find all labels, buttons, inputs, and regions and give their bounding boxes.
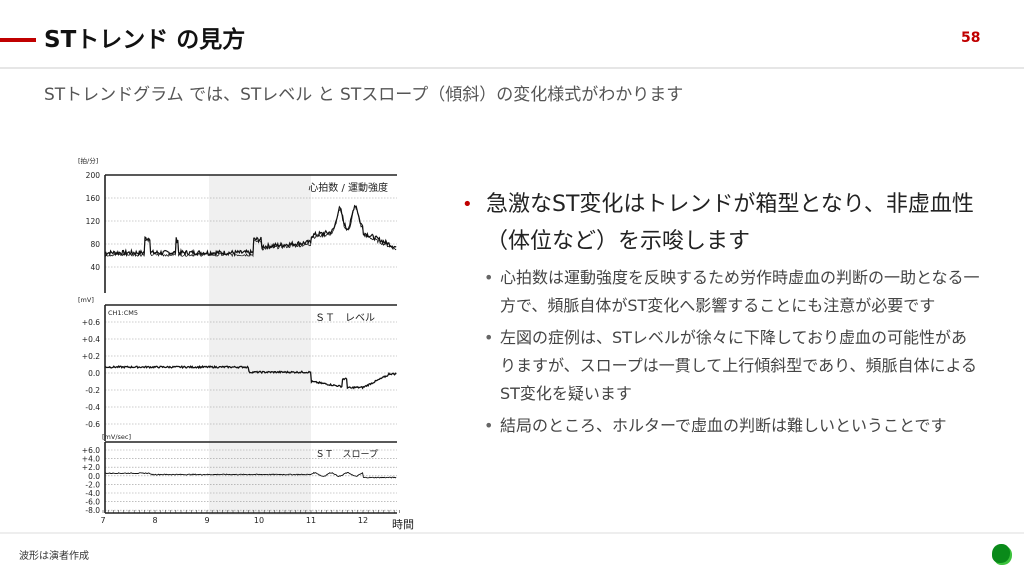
bullet-dot-icon: • — [484, 416, 494, 435]
x-tick-label: 10 — [254, 516, 264, 525]
y-tick-label: 120 — [86, 217, 101, 226]
channel-label: CH1:CM5 — [108, 309, 138, 317]
header-divider — [0, 67, 1024, 69]
title-accent-bar — [0, 38, 36, 42]
sub-bullet-text: 結局のところ、ホルターで虚血の判断は難しいということです — [500, 416, 947, 435]
y-tick-label: +0.6 — [82, 318, 100, 327]
x-tick-label: 9 — [204, 516, 209, 525]
x-tick-label: 12 — [358, 516, 368, 525]
unit-label: [mV/sec] — [102, 433, 131, 441]
x-axis-label: 時間 — [392, 518, 414, 531]
unit-label: [拍/分] — [78, 156, 98, 165]
sub-bullet-text: 心拍数は運動強度を反映するため労作時虚血の判断の一助となる一方で、頻脈自体がST… — [500, 268, 980, 315]
footer-divider — [0, 532, 1024, 534]
st-slope-trace — [104, 471, 397, 479]
y-tick-label: 0.0 — [88, 472, 100, 481]
y-tick-label: -8.0 — [85, 506, 100, 515]
bullet-dot-icon: • — [484, 268, 494, 287]
y-tick-label: +0.2 — [82, 352, 100, 361]
unit-label: [mV] — [78, 296, 94, 304]
sub-bullet: • 結局のところ、ホルターで虚血の判断は難しいということです — [484, 412, 982, 440]
st-level-trace — [104, 365, 397, 390]
bullet-list: • 急激なST変化はトレンドが箱型となり、非虚血性（体位など）を示唆します • 心… — [462, 186, 982, 440]
y-tick-label: -2.0 — [85, 480, 100, 489]
shaded-region — [209, 175, 311, 515]
bullet-dot-icon: • — [484, 328, 494, 347]
x-tick-label: 8 — [152, 516, 157, 525]
exercise-intensity-trace — [104, 205, 397, 258]
y-tick-label: +6.0 — [82, 446, 100, 455]
y-tick-label: -0.4 — [85, 403, 100, 412]
panel-label: ＳＴ スロープ — [316, 449, 378, 460]
panel-label: ＳＴ レベル — [315, 312, 375, 324]
y-tick-label: +0.4 — [82, 335, 100, 344]
sub-bullet-text: 左図の症例は、STレベルが徐々に下降しており虚血の可能性がありますが、スロープは… — [500, 328, 977, 403]
y-tick-label: 200 — [86, 171, 101, 180]
y-tick-label: -6.0 — [85, 498, 100, 507]
bullet-text: 急激なST変化はトレンドが箱型となり、非虚血性（体位など）を示唆します — [486, 192, 974, 254]
y-tick-label: -4.0 — [85, 489, 100, 498]
x-tick-label: 11 — [306, 516, 316, 525]
subtitle: STトレンドグラム では、STレベル と STスロープ（傾斜）の変化様式がわかり… — [44, 85, 684, 105]
sub-bullet: • 心拍数は運動強度を反映するため労作時虚血の判断の一助となる一方で、頻脈自体がS… — [484, 264, 982, 320]
y-tick-label: -0.6 — [85, 420, 100, 429]
st-trend-figure: 200 160 120 80 40 [拍/分] +0.6 +0.4 +0.2 0.0 -0.2 -0.… — [78, 156, 414, 531]
y-tick-label: 40 — [90, 263, 100, 272]
y-tick-label: +4.0 — [82, 455, 100, 464]
page-number: 58 — [961, 30, 981, 46]
panel-label: 心拍数 / 運動強度 — [308, 181, 388, 194]
logo-icon — [992, 544, 1010, 563]
y-tick-label: 80 — [90, 240, 100, 249]
footnote: 波形は演者作成 — [19, 551, 89, 562]
y-tick-label: +2.0 — [82, 463, 100, 472]
x-tick-label: 7 — [100, 516, 105, 525]
bullet-main: • 急激なST変化はトレンドが箱型となり、非虚血性（体位など）を示唆します — [462, 186, 982, 260]
y-tick-label: 160 — [86, 194, 101, 203]
y-tick-label: 0.0 — [88, 369, 100, 378]
y-tick-label: -0.2 — [85, 386, 100, 395]
sub-bullet: • 左図の症例は、STレベルが徐々に下降しており虚血の可能性がありますが、スロープ… — [484, 324, 982, 408]
bullet-dot-icon: • — [462, 194, 473, 215]
page-title: STトレンド の見方 — [44, 27, 246, 53]
